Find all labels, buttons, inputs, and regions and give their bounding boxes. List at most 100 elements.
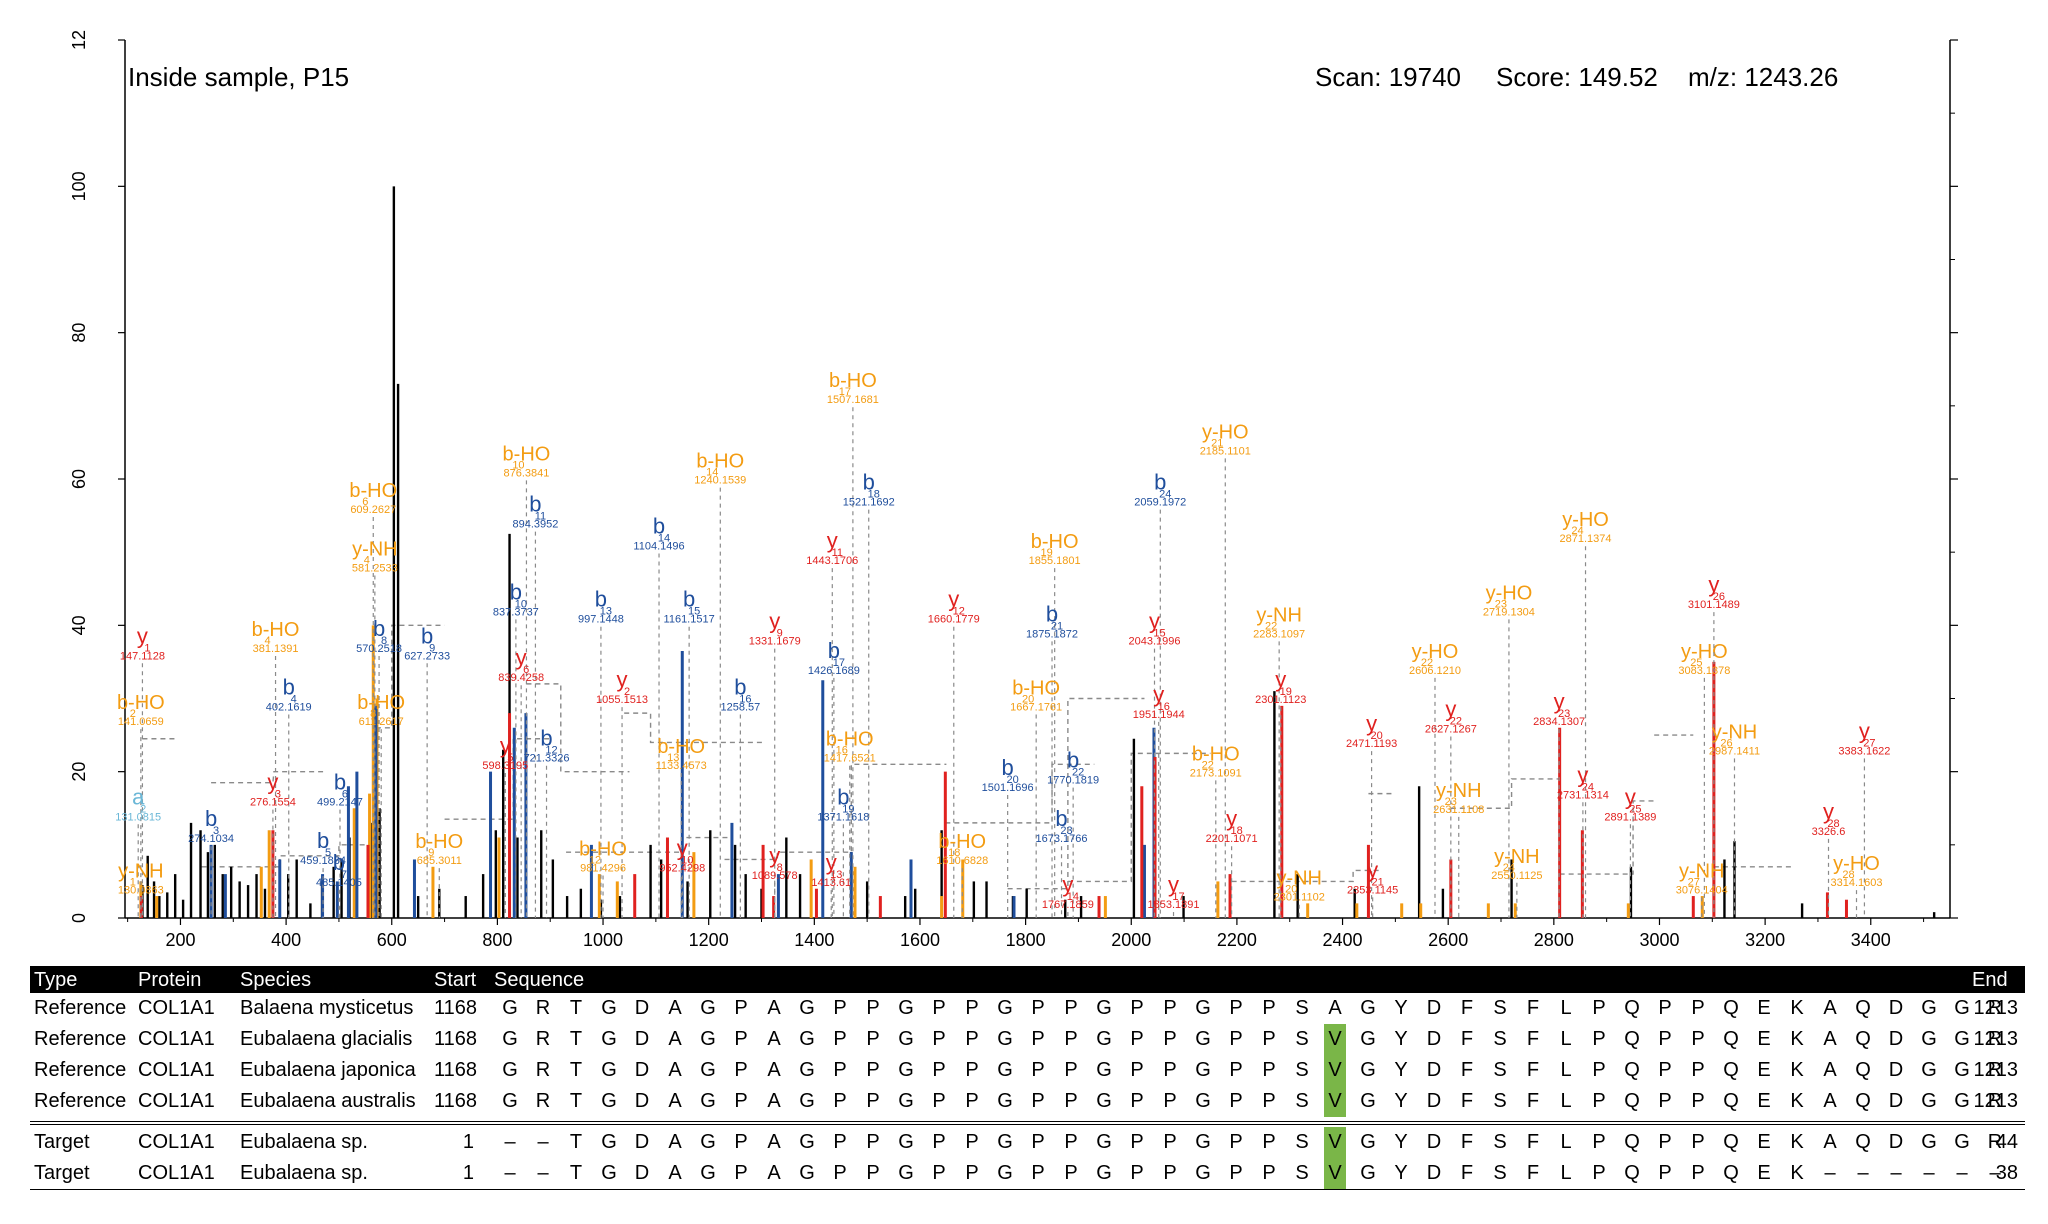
residue: P: [1262, 997, 1276, 1019]
ion-label-name: b: [529, 492, 541, 517]
ion-label-subscript: 2: [140, 803, 146, 815]
ion-label-name: b: [540, 726, 552, 751]
ion-label-subscript: 28: [1842, 869, 1854, 881]
residue: A: [767, 1162, 781, 1184]
ion-label-subscript: 10: [512, 459, 524, 471]
residue: P: [1229, 1162, 1243, 1184]
ion-label-mz: 2606.1210: [1409, 665, 1461, 677]
ion-label-mz: 598.3195: [482, 760, 528, 772]
ion-label-name: b: [1154, 470, 1166, 495]
ion-label-name: y: [826, 850, 837, 875]
ion-label-name: b-HO: [1031, 531, 1079, 553]
residue: P: [866, 1090, 880, 1112]
ion-label-subscript: 24: [1503, 862, 1515, 874]
reference-end: 1213: [1973, 1059, 2019, 1081]
residue: S: [1493, 1028, 1507, 1050]
residue: Q: [1624, 1090, 1640, 1112]
residue: F: [1460, 1059, 1474, 1081]
residue: Y: [1394, 1131, 1408, 1153]
target-species: Eubalaena sp.: [240, 1162, 368, 1184]
residue: G: [1195, 997, 1211, 1019]
residue: Q: [1855, 1028, 1871, 1050]
residue: Q: [1624, 997, 1640, 1019]
residue: R: [1987, 1131, 2003, 1153]
residue: P: [1229, 997, 1243, 1019]
residue: P: [1064, 1090, 1078, 1112]
ion-label-subscript: 9: [777, 628, 783, 640]
residue: G: [1096, 1131, 1112, 1153]
residue: F: [1526, 1162, 1540, 1184]
target-protein: COL1A1: [138, 1162, 215, 1184]
reference-end: 1213: [1973, 1028, 2019, 1050]
ion-label-mz: 1951.1944: [1133, 709, 1185, 721]
ion-label-subscript: 24: [1571, 525, 1583, 537]
residue: S: [1493, 1090, 1507, 1112]
ion-label-mz: 2471.1193: [1346, 738, 1397, 750]
residue: –: [1890, 1162, 1902, 1184]
ion-label-mz: 3314.1603: [1831, 877, 1883, 889]
ion-label-subscript: 23: [1495, 598, 1507, 610]
ion-label-mz: 141.0659: [118, 716, 164, 728]
ion-label-name: y: [1445, 696, 1456, 721]
residue: A: [767, 1028, 781, 1050]
residue: G: [1360, 1131, 1376, 1153]
ion-label-subscript: 4: [264, 635, 270, 647]
residue: F: [1460, 1090, 1474, 1112]
residue: V: [1324, 1086, 1346, 1117]
residue: P: [1691, 1131, 1705, 1153]
ion-label-mz: 2719.1304: [1483, 606, 1535, 618]
ion-label-subscript: 17: [839, 386, 851, 398]
residue: P: [1658, 1059, 1672, 1081]
ion-label-name: y-NH: [1256, 604, 1302, 626]
residue: P: [1064, 1059, 1078, 1081]
residue: F: [1460, 1131, 1474, 1153]
residue: P: [965, 1131, 979, 1153]
ion-label-mz: 1443.1706: [806, 555, 858, 567]
residue: A: [767, 1131, 781, 1153]
residue: P: [1031, 997, 1045, 1019]
ion-label-mz: 2301.1102: [1274, 892, 1325, 904]
ion-label-subscript: 12: [589, 854, 601, 866]
ion-label-subscript: 23: [1445, 796, 1457, 808]
ion-label-subscript: 22: [1072, 767, 1084, 779]
residue: Q: [1723, 1090, 1739, 1112]
residue: G: [700, 1090, 716, 1112]
residue: L: [1560, 1162, 1572, 1184]
ion-label-subscript: 19: [1041, 547, 1053, 559]
residue: V: [1324, 1158, 1346, 1189]
ion-label-subscript: 27: [1863, 737, 1875, 749]
residue: G: [997, 1059, 1013, 1081]
ion-label-name: b: [734, 675, 746, 700]
ion-label-name: y: [617, 667, 628, 692]
target-end: 44: [1995, 1131, 2018, 1153]
ion-label-subscript: 16: [739, 694, 751, 706]
residue: R: [1987, 1059, 2003, 1081]
ion-label-subscript: 15: [1153, 628, 1165, 640]
residue: Q: [1855, 997, 1871, 1019]
ion-label-name: y: [1823, 799, 1834, 824]
residue: P: [1658, 1028, 1672, 1050]
residue: P: [1130, 1162, 1144, 1184]
ion-label-mz: 1371.1618: [817, 811, 869, 823]
ion-label-mz: 952.4298: [659, 862, 705, 874]
ion-label-subscript: 8: [370, 708, 376, 720]
ion-label-subscript: 9: [429, 642, 435, 654]
ion-label-mz: 1507.1681: [827, 394, 879, 406]
residue: D: [1426, 1090, 1442, 1112]
residue: P: [734, 1028, 748, 1050]
y-tick-label: 80: [69, 323, 89, 343]
residue: P: [1592, 1028, 1606, 1050]
residue: E: [1757, 1059, 1771, 1081]
target-start: 1: [462, 1162, 474, 1184]
